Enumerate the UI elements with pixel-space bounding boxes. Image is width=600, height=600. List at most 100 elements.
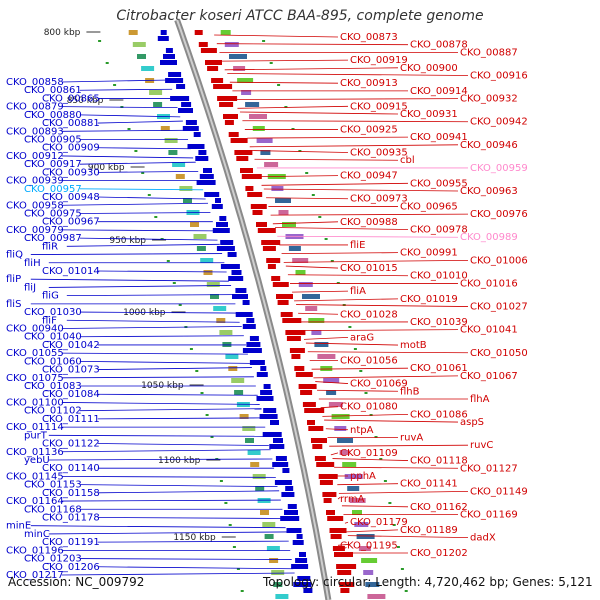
left-gene-label: CKO_01196 xyxy=(6,545,64,556)
right-gene-label: motB xyxy=(400,340,427,351)
kbp-label: 1100 kbp xyxy=(158,456,201,466)
left-gene-label: CKO_00912 xyxy=(6,151,64,162)
right-gene-label: CKO_00914 xyxy=(410,86,468,97)
right-gene-label: CKO_01006 xyxy=(470,255,528,266)
cog-reverse-block xyxy=(149,90,163,95)
reverse-gene xyxy=(231,270,242,275)
cog-forward-block xyxy=(339,450,350,455)
left-gene-label: CKO_00958 xyxy=(6,200,64,211)
cog-reverse-block xyxy=(183,198,192,203)
forward-gene xyxy=(332,546,345,551)
cog-reverse-block xyxy=(203,270,213,275)
left-leader-line xyxy=(97,120,183,124)
left-leader-line xyxy=(97,147,191,150)
forward-gene xyxy=(272,282,289,287)
reverse-gene xyxy=(274,480,292,485)
forward-gene xyxy=(280,312,293,317)
reverse-gene xyxy=(160,30,167,35)
left-gene-label: CKO_00957 xyxy=(24,184,82,195)
right-gene-label: CKO_01202 xyxy=(410,548,468,559)
left-leader-line xyxy=(61,475,276,478)
right-gene-label: ntpA xyxy=(350,425,374,436)
forward-gene xyxy=(200,48,217,53)
kbp-label: 1150 kbp xyxy=(173,533,216,543)
left-gene-label: fliP xyxy=(6,274,21,285)
reverse-gene xyxy=(176,84,186,89)
cog-reverse-block xyxy=(228,366,238,371)
forward-gene xyxy=(300,390,313,395)
left-leader-line xyxy=(97,170,199,173)
cog-reverse-block xyxy=(132,42,146,47)
right-leader-line xyxy=(237,105,349,109)
cog-forward-block xyxy=(354,522,369,527)
left-leader-line xyxy=(61,402,260,405)
guide-dot xyxy=(210,436,214,438)
right-gene-label: ruvC xyxy=(470,440,493,451)
cog-forward-block xyxy=(334,426,347,431)
reverse-gene xyxy=(160,60,177,65)
right-leader-line xyxy=(305,342,399,346)
forward-gene xyxy=(337,570,352,575)
guide-dot xyxy=(359,370,363,372)
reverse-gene xyxy=(260,366,267,371)
left-leader-line xyxy=(61,155,194,159)
kbp-label: 850 kbp xyxy=(67,96,104,106)
guide-dot xyxy=(228,524,232,526)
left-gene-label: CKO_01073 xyxy=(42,365,100,376)
right-leader-line xyxy=(346,529,399,533)
forward-gene xyxy=(224,120,234,125)
cog-reverse-block xyxy=(266,546,280,551)
left-gene-label: CKO_01111 xyxy=(42,414,100,425)
cog-forward-block xyxy=(314,342,329,347)
cog-forward-block xyxy=(365,582,380,587)
left-gene-label: CKO_01140 xyxy=(42,463,100,474)
reverse-gene xyxy=(170,96,190,101)
reverse-gene xyxy=(272,462,289,467)
cog-forward-block xyxy=(308,318,325,323)
reverse-gene xyxy=(163,54,175,59)
right-gene-label: CKO_00878 xyxy=(410,40,468,51)
left-leader-line xyxy=(48,458,273,461)
guide-dot xyxy=(383,480,387,482)
reverse-gene xyxy=(212,228,230,233)
reverse-gene xyxy=(199,174,214,179)
left-gene-label: CKO_01206 xyxy=(42,562,100,573)
guide-dot xyxy=(178,304,182,306)
left-leader-line xyxy=(48,434,268,437)
right-leader-line xyxy=(287,274,409,277)
right-gene-label: fliA xyxy=(350,286,366,297)
reverse-gene xyxy=(246,342,261,347)
reverse-gene xyxy=(284,510,298,515)
reverse-gene xyxy=(232,294,248,299)
left-gene-label: CKO_00987 xyxy=(24,233,82,244)
reverse-gene xyxy=(185,120,197,125)
guide-dot xyxy=(232,546,236,548)
forward-gene xyxy=(304,408,325,413)
guide-dot xyxy=(219,480,223,482)
left-gene-label: CKO_01178 xyxy=(42,512,100,523)
cog-forward-block xyxy=(278,210,289,215)
reverse-gene xyxy=(204,192,220,197)
cog-forward-block xyxy=(292,258,309,263)
reverse-gene xyxy=(178,108,193,113)
left-gene-label: CKO_01084 xyxy=(42,389,100,400)
left-leader-line xyxy=(79,161,196,165)
right-leader-line xyxy=(302,329,459,332)
left-leader-line xyxy=(97,270,227,273)
left-gene-label: CKO_01153 xyxy=(24,480,82,491)
cog-forward-block xyxy=(302,294,320,299)
right-leader-line xyxy=(259,175,339,178)
forward-gene xyxy=(286,336,301,341)
right-leader-line xyxy=(334,466,459,469)
reverse-gene xyxy=(203,168,212,173)
guide-dot xyxy=(195,370,199,372)
forward-gene xyxy=(314,456,326,461)
cog-forward-block xyxy=(356,534,375,539)
left-gene-label: fliG xyxy=(42,291,59,302)
cog-forward-block xyxy=(328,402,343,407)
cog-forward-block xyxy=(220,30,231,35)
left-gene-label: CKO_00905 xyxy=(24,135,82,146)
right-gene-label: fliE xyxy=(350,240,365,251)
right-gene-label: CKO_00978 xyxy=(410,225,468,236)
right-gene-label: CKO_00988 xyxy=(340,217,398,228)
